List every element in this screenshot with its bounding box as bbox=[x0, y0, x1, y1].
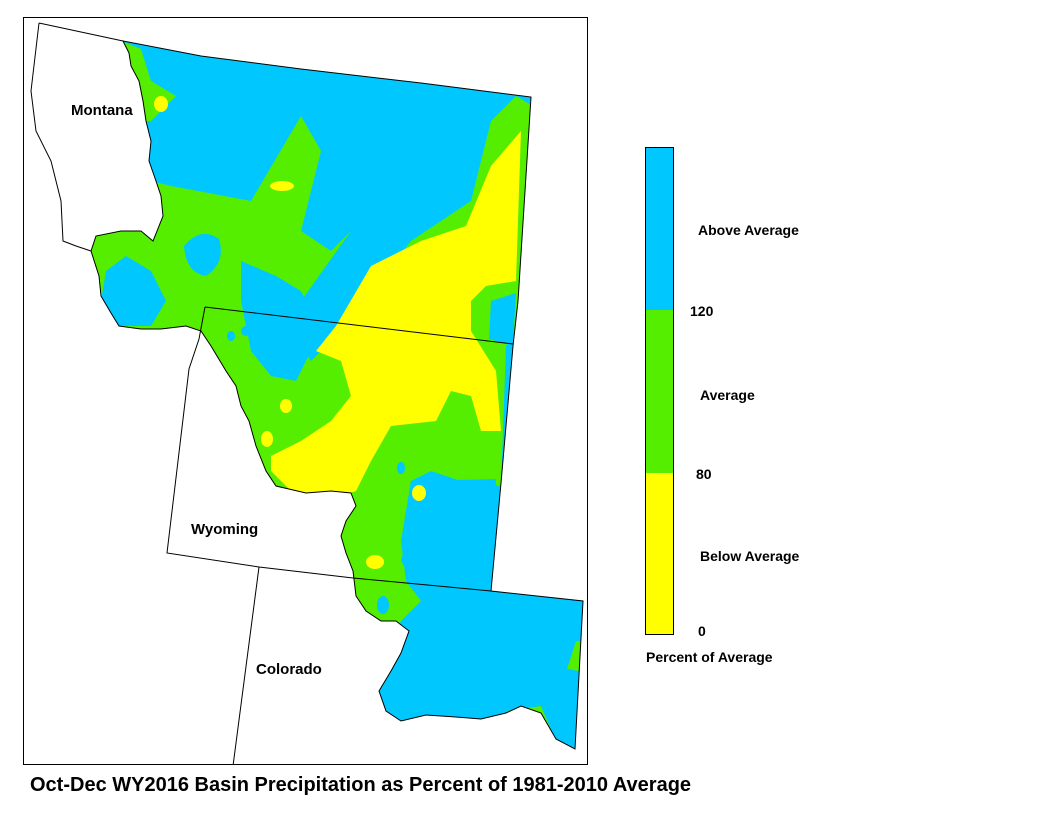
zone-above-wy-pocket-4 bbox=[227, 331, 235, 341]
map-frame: Montana Wyoming Colorado bbox=[23, 17, 588, 765]
state-label-montana: Montana bbox=[71, 102, 133, 119]
zone-below-wy-pocket-1 bbox=[280, 399, 292, 413]
basin-outline bbox=[90, 40, 584, 750]
legend-title: Percent of Average bbox=[646, 649, 773, 665]
zone-below-mt-pocket-1 bbox=[270, 181, 294, 191]
wyoming-boundary bbox=[166, 306, 514, 579]
zone-above-wy-pocket-3 bbox=[241, 326, 251, 336]
map-caption: Oct-Dec WY2016 Basin Precipitation as Pe… bbox=[30, 774, 692, 796]
zone-above-ne-wy-pocket bbox=[489, 293, 516, 346]
zone-below-wy-pocket-3 bbox=[412, 485, 426, 501]
zone-below-average bbox=[271, 131, 521, 496]
state-label-wyoming: Wyoming bbox=[191, 521, 259, 538]
legend-swatch-above bbox=[646, 148, 673, 310]
montana-boundary bbox=[30, 22, 124, 252]
state-label-colorado: Colorado bbox=[256, 661, 322, 678]
legend-label-average: Average bbox=[700, 387, 755, 403]
precipitation-map bbox=[30, 22, 584, 764]
precipitation-zones bbox=[91, 41, 583, 749]
zone-average-ne-colorado bbox=[567, 641, 583, 673]
legend-tick-80: 80 bbox=[696, 466, 712, 482]
zone-above-wy-central bbox=[241, 261, 321, 381]
legend-swatch-below bbox=[646, 473, 673, 634]
zone-above-wy-pocket-2 bbox=[397, 462, 405, 474]
legend-label-below: Below Average bbox=[700, 548, 800, 564]
zone-above-mt-pocket bbox=[184, 233, 221, 276]
zone-above-mt-west bbox=[101, 256, 166, 326]
colorado-boundary bbox=[232, 566, 492, 764]
legend-tick-0: 0 bbox=[698, 623, 706, 639]
legend-label-above: Above Average bbox=[698, 222, 799, 238]
zone-above-wy-southeast bbox=[401, 479, 496, 591]
legend-color-bar bbox=[645, 147, 674, 635]
legend-tick-120: 120 bbox=[690, 303, 714, 319]
zone-above-wy-pocket-1 bbox=[377, 596, 389, 614]
zone-below-wy-pocket-2 bbox=[261, 431, 273, 447]
zone-below-mt-pocket-2 bbox=[154, 96, 168, 112]
legend-swatch-average bbox=[646, 310, 673, 473]
zone-below-wy-pocket-4 bbox=[366, 555, 384, 569]
